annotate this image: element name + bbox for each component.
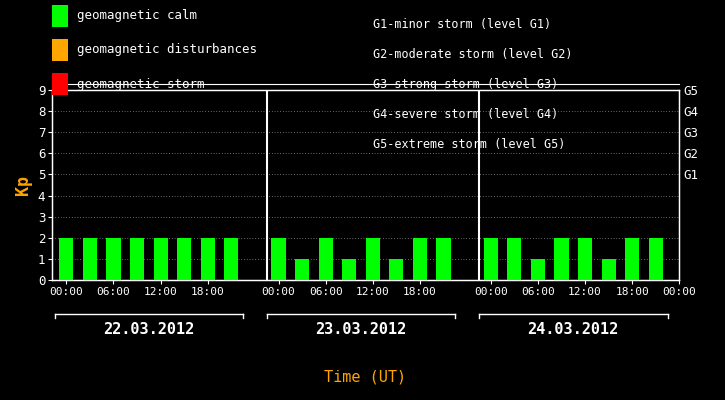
Text: Time (UT): Time (UT) xyxy=(323,369,406,384)
Text: 24.03.2012: 24.03.2012 xyxy=(528,322,619,338)
Bar xyxy=(342,259,356,280)
Text: 22.03.2012: 22.03.2012 xyxy=(103,322,194,338)
Bar xyxy=(389,259,404,280)
Bar xyxy=(201,238,215,280)
Y-axis label: Kp: Kp xyxy=(14,175,32,195)
Text: G4-severe storm (level G4): G4-severe storm (level G4) xyxy=(373,108,559,121)
Bar xyxy=(130,238,144,280)
Bar xyxy=(318,238,333,280)
Bar xyxy=(295,259,309,280)
Bar xyxy=(555,238,568,280)
Bar xyxy=(365,238,380,280)
Bar xyxy=(484,238,498,280)
Bar xyxy=(59,238,73,280)
Text: geomagnetic storm: geomagnetic storm xyxy=(77,78,204,90)
Bar xyxy=(578,238,592,280)
Bar xyxy=(177,238,191,280)
Bar xyxy=(224,238,239,280)
Text: G1-minor storm (level G1): G1-minor storm (level G1) xyxy=(373,18,552,31)
Text: G5-extreme storm (level G5): G5-extreme storm (level G5) xyxy=(373,138,566,151)
Bar xyxy=(507,238,521,280)
Text: 23.03.2012: 23.03.2012 xyxy=(315,322,407,338)
Bar xyxy=(83,238,97,280)
Bar xyxy=(625,238,639,280)
Text: G2-moderate storm (level G2): G2-moderate storm (level G2) xyxy=(373,48,573,61)
Text: geomagnetic calm: geomagnetic calm xyxy=(77,10,197,22)
Bar xyxy=(531,259,545,280)
Text: geomagnetic disturbances: geomagnetic disturbances xyxy=(77,44,257,56)
Bar xyxy=(154,238,167,280)
Bar xyxy=(271,238,286,280)
Bar xyxy=(436,238,451,280)
Bar xyxy=(107,238,120,280)
Text: G3-strong storm (level G3): G3-strong storm (level G3) xyxy=(373,78,559,91)
Bar xyxy=(602,259,616,280)
Bar xyxy=(649,238,663,280)
Bar xyxy=(413,238,427,280)
